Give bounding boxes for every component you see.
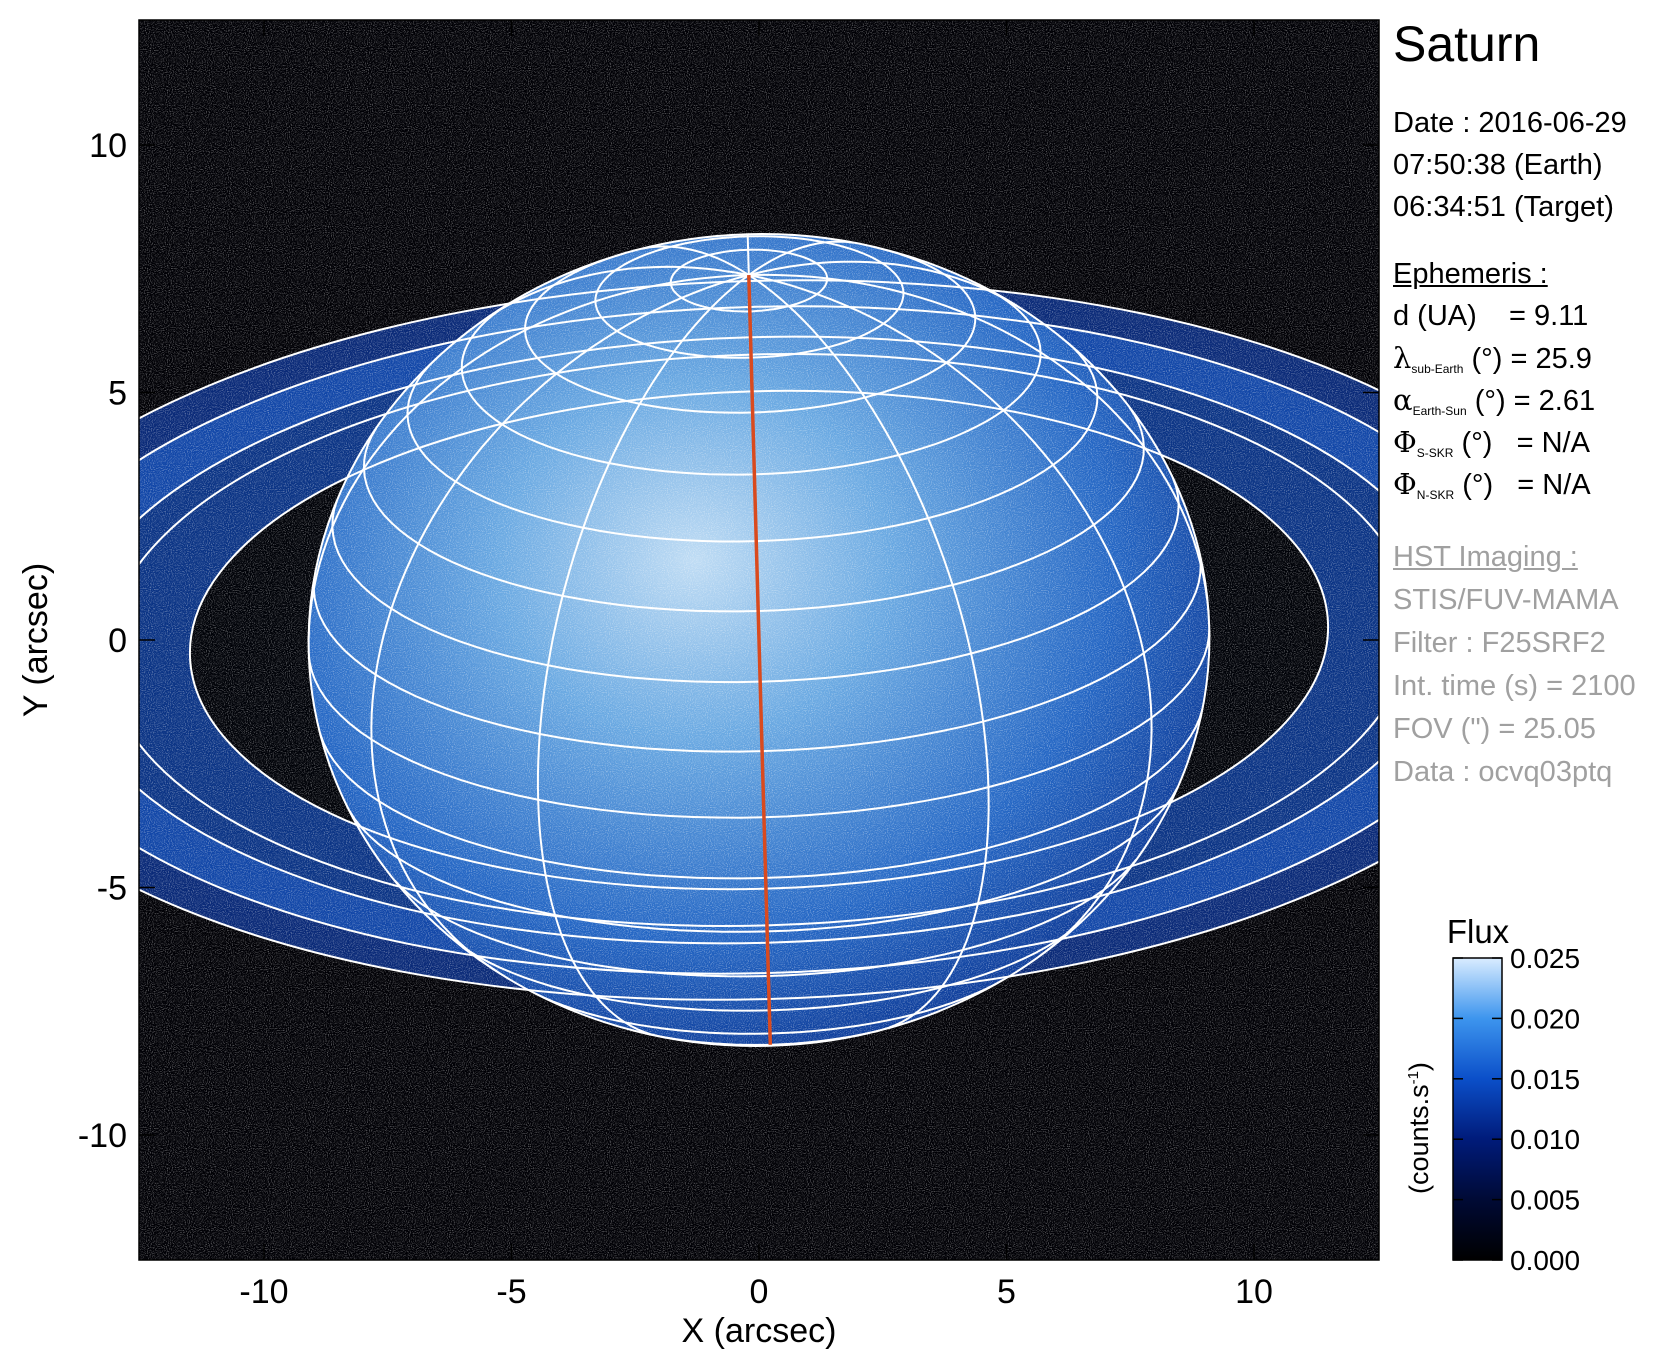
longitude-line bbox=[746, 234, 750, 276]
colorbar-tick-label: 0.005 bbox=[1510, 1185, 1580, 1216]
ephemeris-phi-n-skr: ΦN-SKR (°) = N/A bbox=[1393, 467, 1591, 502]
ephemeris-distance: d (UA) = 9.11 bbox=[1393, 300, 1589, 332]
longitude-line bbox=[478, 265, 749, 325]
y-tick-label: -10 bbox=[78, 1117, 127, 1155]
ephemeris-lambda: λsub-Earth (°) = 25.9 bbox=[1393, 341, 1592, 376]
imaging-int-time: Int. time (s) = 2100 bbox=[1393, 670, 1636, 702]
ephemeris-alpha: αEarth-Sun (°) = 2.61 bbox=[1393, 383, 1596, 418]
x-tick-label: -10 bbox=[239, 1273, 288, 1311]
imaging-data-id: Data : ocvq03ptq bbox=[1393, 756, 1613, 788]
longitude-line bbox=[370, 274, 750, 973]
planet-limb bbox=[307, 233, 1211, 1047]
colorbar-unit-label: (counts.s-1) bbox=[1404, 1062, 1434, 1194]
colorbar-tick-label: 0.015 bbox=[1510, 1064, 1580, 1095]
limb-outline bbox=[307, 233, 1211, 1047]
x-tick-label: 0 bbox=[750, 1273, 769, 1311]
colorbar: 0.000 0.005 0.010 0.015 0.020 0.025 Flux (cou… bbox=[1404, 913, 1580, 1276]
colorbar-title: Flux bbox=[1447, 913, 1510, 950]
ephemeris-heading: Ephemeris : bbox=[1393, 258, 1548, 290]
observation-time-target: 06:34:51 (Target) bbox=[1393, 191, 1614, 223]
page-title: Saturn bbox=[1393, 16, 1541, 72]
longitude-line bbox=[748, 274, 1153, 958]
y-tick-label: 5 bbox=[108, 374, 127, 412]
plot-area bbox=[138, 19, 1380, 1261]
imaging-fov: FOV (") = 25.05 bbox=[1393, 713, 1596, 745]
longitude-line bbox=[748, 273, 1211, 628]
colorbar-scale bbox=[1452, 957, 1503, 1261]
x-axis-label: X (arcsec) bbox=[682, 1312, 837, 1350]
colorbar-tick-label: 0.010 bbox=[1510, 1124, 1580, 1155]
imaging-instrument: STIS/FUV-MAMA bbox=[1393, 584, 1619, 616]
colorbar-tick-label: 0.025 bbox=[1510, 943, 1580, 974]
imaging-heading: HST Imaging : bbox=[1393, 541, 1578, 573]
colorbar-tick-label: 0.000 bbox=[1510, 1245, 1580, 1276]
x-tick-label: 10 bbox=[1235, 1273, 1273, 1311]
y-axis: -10 -5 0 5 10 bbox=[78, 127, 1379, 1155]
colorbar-ticks: 0.000 0.005 0.010 0.015 0.020 0.025 bbox=[1453, 943, 1580, 1276]
observation-time-earth: 07:50:38 (Earth) bbox=[1393, 149, 1603, 181]
ephemeris-phi-s-skr: ΦS-SKR (°) = N/A bbox=[1393, 425, 1590, 460]
central-meridian bbox=[747, 274, 773, 1046]
longitude-line bbox=[748, 240, 854, 276]
y-axis-label: Y (arcsec) bbox=[17, 563, 55, 717]
imaging-filter: Filter : F25SRF2 bbox=[1393, 627, 1606, 659]
colorbar-tick-label: 0.020 bbox=[1510, 1003, 1580, 1034]
observation-date: Date : 2016-06-29 bbox=[1393, 107, 1627, 139]
y-tick-label: 10 bbox=[89, 127, 127, 165]
x-tick-label: 5 bbox=[997, 1273, 1016, 1311]
y-tick-label: -5 bbox=[97, 870, 127, 908]
longitude-line bbox=[642, 245, 750, 276]
longitude-line bbox=[748, 274, 990, 1031]
y-tick-label: 0 bbox=[108, 622, 127, 660]
longitude-line bbox=[536, 274, 750, 1037]
x-axis: -10 -5 0 5 10 bbox=[239, 20, 1273, 1311]
central-meridian-path bbox=[747, 274, 773, 1046]
longitude-line bbox=[748, 260, 1022, 310]
longitude-line bbox=[307, 274, 749, 653]
x-tick-label: -5 bbox=[496, 1273, 526, 1311]
